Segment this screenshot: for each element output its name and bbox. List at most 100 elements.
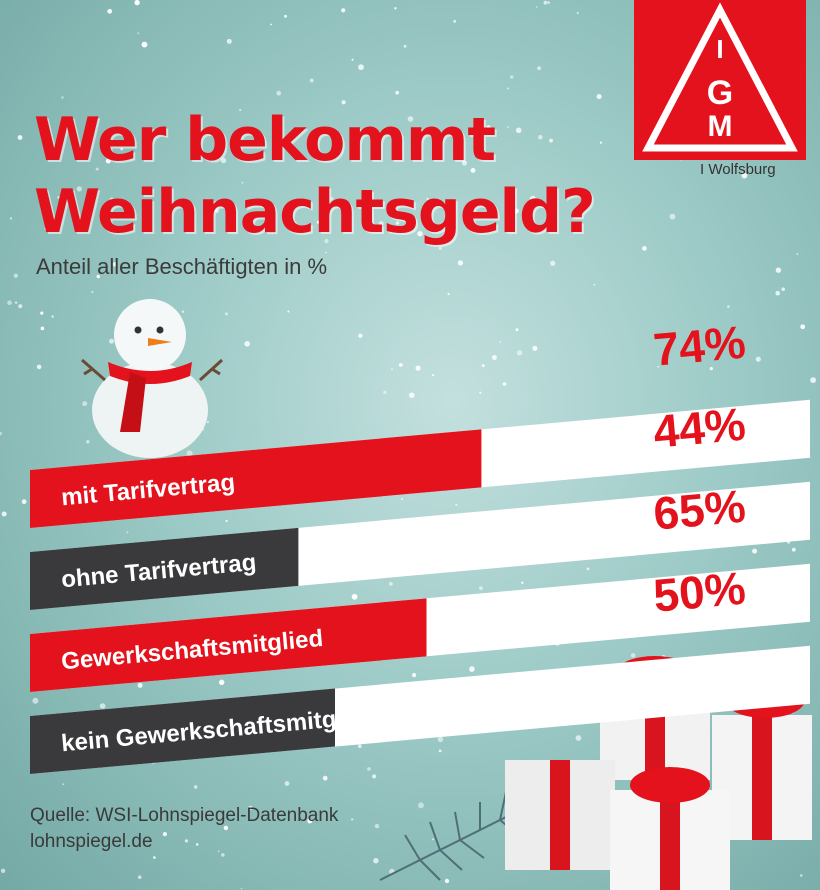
snowflake [86,440,90,444]
snowflake [417,231,423,237]
snowflake [510,75,514,79]
title-line-2: Weihnachtsgeld? [34,177,596,247]
snowflake [107,8,113,14]
igmetall-logo: I G M [634,0,806,160]
snowflake [40,311,44,315]
snowflake [513,208,519,214]
snowflake [791,547,796,552]
logo-subtitle: I Wolfsburg [700,161,776,178]
snowflake [775,290,780,296]
snowflake [358,333,363,338]
snowflake [151,269,154,272]
snowflake [515,127,522,134]
value-label-2: 65% [651,480,747,540]
snowflake [412,673,417,678]
snowflake [796,253,799,256]
snowflake [223,825,229,831]
snowflake [44,226,49,231]
snowflake [36,364,42,370]
snowman-illustration [81,299,224,458]
snowflake [669,213,676,220]
snowflake [322,775,328,781]
value-label-3: 50% [651,562,747,622]
snowflake [239,108,242,112]
snowflake [181,310,185,313]
snowflake [502,382,507,386]
snowflake [630,653,636,658]
snowflake [486,125,491,130]
snowflake [61,96,64,99]
logo-letter-i: I [716,34,723,64]
bar-1 [30,527,299,610]
snowflake [399,363,403,367]
snowflake [112,262,118,267]
snowflake [351,58,354,61]
snowflake [137,682,143,688]
snowflake [575,735,582,741]
snowflake [109,338,114,344]
bar-3 [30,688,335,774]
snowflake [599,141,603,144]
snowflake [0,431,2,436]
snowflake [507,126,509,128]
snowflake [394,7,397,10]
snowflake [330,197,334,201]
snowflake [481,364,485,367]
snowflake [240,887,243,890]
snowflake [432,374,435,377]
snowflake [284,781,290,786]
snowflake [437,736,444,743]
title-line-1: Wer bekommt [34,105,496,175]
snowflake [407,116,414,122]
snowflake [586,567,590,571]
snowflake [799,874,803,877]
snowflake [57,196,60,199]
snowflake [418,802,424,809]
snowflake [709,367,713,371]
subtitle: Anteil aller Beschäftigten in % [36,254,328,279]
snowflake [316,220,320,224]
snowflake [403,44,407,48]
snowflake [276,90,282,96]
snowflake [65,126,69,130]
snowflake [284,14,287,18]
snowflake [378,221,384,227]
snowflake [219,679,225,685]
snowflake [248,805,253,810]
snowflake [186,450,193,457]
snowflake [538,134,543,140]
snowflake [576,11,579,15]
snowflake [547,1,550,4]
snowflake [499,341,502,343]
snowflake [56,142,59,145]
snowflake [374,823,380,829]
snowflake [270,23,272,26]
snowflake [307,818,313,824]
snowflake [110,227,116,233]
snowflake [195,843,199,846]
snowflake [593,283,596,286]
snowflake [153,856,156,859]
snowflake [287,310,290,313]
snowflake [294,221,297,225]
snowflake [752,548,758,554]
snowflake [76,186,82,192]
snowflake [193,785,198,789]
snowflake [32,697,39,704]
snowflake [217,850,220,852]
snowflake [470,168,476,173]
snowflake [226,38,232,44]
snowflake [444,878,450,884]
snowflake [537,66,541,71]
logo-letter-g: G [707,74,733,112]
snowflake [453,19,457,23]
snowflake [741,172,748,179]
snowflake [438,749,442,753]
snowflake [549,138,553,143]
snowflake [13,273,18,278]
snowflake [244,341,250,347]
snowflake [727,305,730,308]
snowflake [184,839,188,843]
